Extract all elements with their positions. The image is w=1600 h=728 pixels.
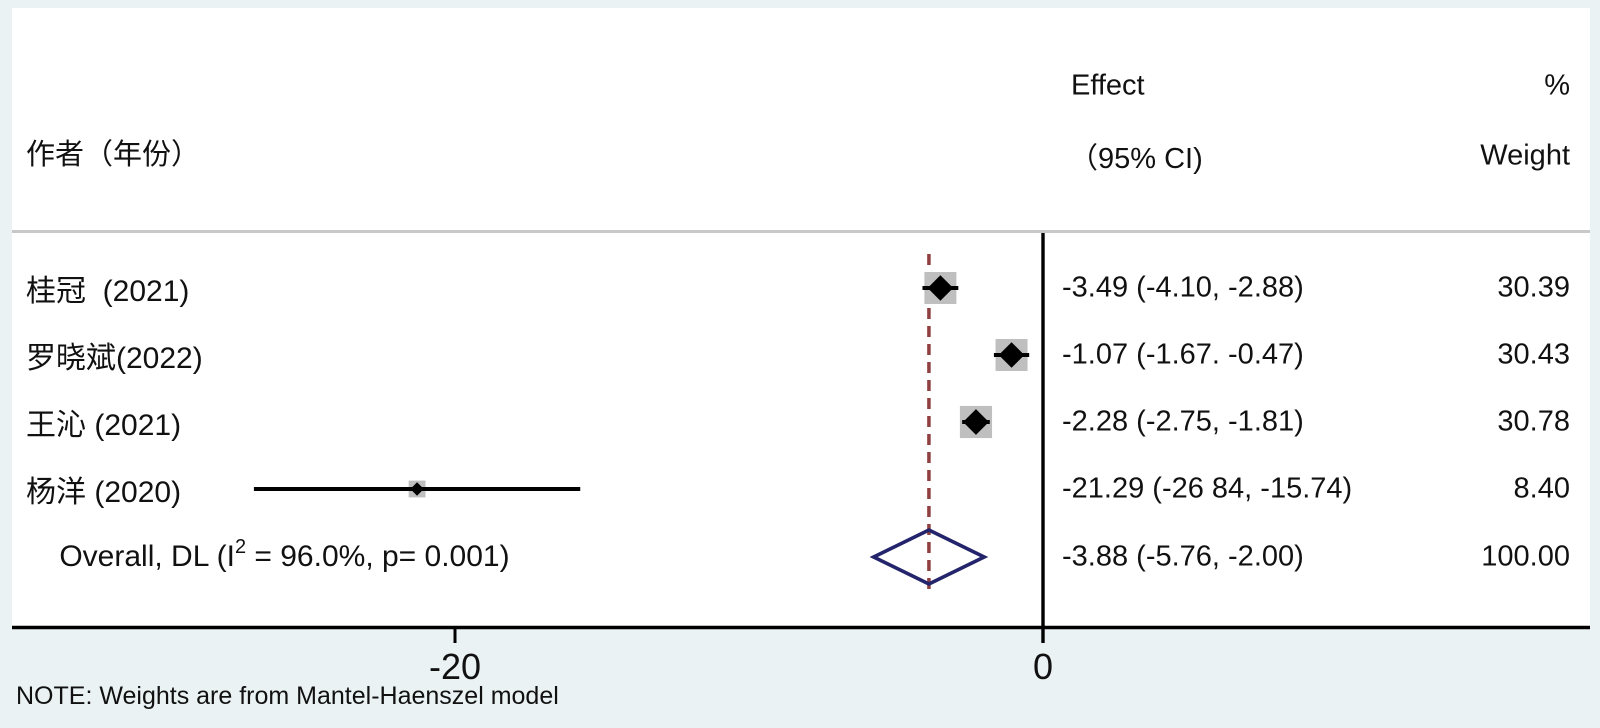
footnote: NOTE: Weights are from Mantel-Haenszel m… <box>16 682 559 710</box>
effect-column-header-line1: Effect <box>1071 69 1145 102</box>
effect-marker <box>998 342 1025 368</box>
weight-value: 30.43 <box>1497 338 1570 371</box>
weight-value: 30.78 <box>1497 405 1570 438</box>
weight-value: 8.40 <box>1513 472 1570 505</box>
author-column-header: 作者（年份） <box>26 139 201 171</box>
effect-ci-value: -2.28 (-2.75, -1.81) <box>1062 405 1304 438</box>
study-label: 杨洋 (2020) <box>26 476 182 509</box>
effect-ci-value: -3.49 (-4.10, -2.88) <box>1062 271 1304 304</box>
weight-column-header-line1: % <box>1544 69 1570 102</box>
effect-marker <box>410 482 424 496</box>
overall-label-superscript: 2 <box>234 536 247 558</box>
effect-marker <box>963 409 989 435</box>
study-label: 罗晓斌(2022) <box>26 342 203 375</box>
overall-label-pre: Overall, DL (I <box>59 540 235 573</box>
overall-label-post: = 96.0%, p= 0.001) <box>246 540 510 573</box>
study-label: 王沁 (2021) <box>26 409 182 442</box>
overall-effect-ci-value: -3.88 (-5.76, -2.00) <box>1062 540 1304 573</box>
overall-label: Overall, DL (I2 = 96.0%, p= 0.001) <box>26 506 510 608</box>
plot-background <box>12 8 1590 628</box>
weight-value: 30.39 <box>1497 271 1570 304</box>
x-axis-tick-label: 0 <box>1032 646 1054 687</box>
overall-diamond <box>869 527 989 587</box>
x-axis-tick-label: -20 <box>428 646 482 687</box>
effect-column-header-line2: （95% CI) <box>1069 143 1203 175</box>
effect-marker <box>927 275 954 301</box>
effect-ci-value: -1.07 (-1.67. -0.47) <box>1062 338 1304 371</box>
study-label: 桂冠 (2021) <box>26 275 190 308</box>
weight-column-header-line2: Weight <box>1480 139 1570 172</box>
effect-ci-value: -21.29 (-26 84, -15.74) <box>1062 472 1353 505</box>
overall-weight-value: 100.00 <box>1481 540 1570 573</box>
